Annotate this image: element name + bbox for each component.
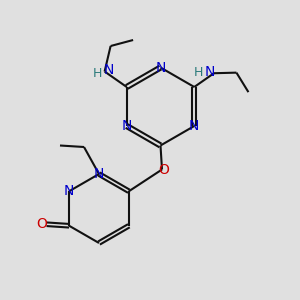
Text: H: H	[92, 67, 102, 80]
Text: N: N	[94, 167, 104, 181]
Text: N: N	[103, 63, 114, 77]
Text: N: N	[122, 119, 132, 133]
Text: N: N	[155, 61, 166, 74]
Text: N: N	[205, 65, 215, 79]
Text: O: O	[36, 217, 47, 231]
Text: N: N	[189, 119, 200, 133]
Text: H: H	[194, 66, 203, 79]
Text: O: O	[158, 164, 169, 177]
Text: N: N	[64, 184, 74, 198]
